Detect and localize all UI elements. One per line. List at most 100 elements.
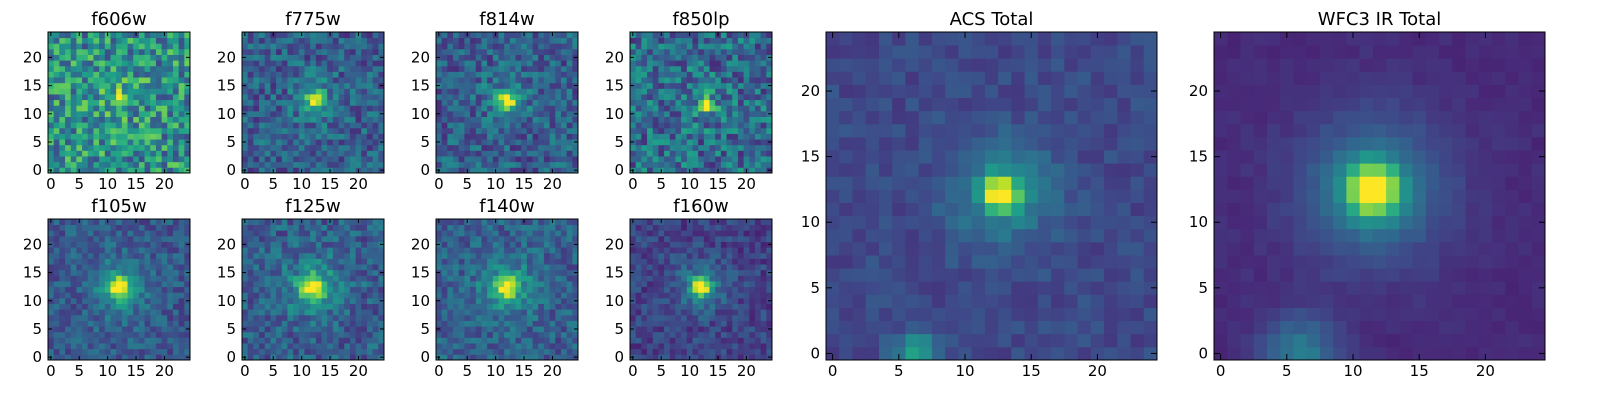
heatmap-cell — [492, 264, 499, 271]
heatmap-cell — [498, 65, 505, 72]
heatmap-cell — [144, 105, 151, 112]
heatmap-cell — [293, 314, 300, 321]
heatmap-cell — [487, 224, 494, 231]
heatmap-cell — [310, 219, 317, 226]
heatmap-cell — [749, 281, 756, 288]
heatmap-cell — [161, 82, 168, 89]
y-tick-label: 5 — [420, 320, 430, 338]
heatmap-cell — [543, 297, 550, 304]
heatmap-cell — [464, 77, 471, 84]
heatmap-cell — [161, 71, 168, 78]
heatmap-cell — [572, 156, 579, 163]
heatmap-cell — [441, 139, 448, 146]
heatmap-cell — [59, 326, 66, 333]
heatmap-cell — [652, 331, 659, 338]
heatmap-cell — [155, 281, 162, 288]
heatmap-cell — [315, 122, 322, 129]
heatmap-cell — [293, 326, 300, 333]
heatmap-cell — [566, 144, 573, 151]
heatmap-cell — [630, 292, 637, 299]
heatmap-cell — [635, 286, 642, 293]
heatmap-cell — [355, 241, 362, 248]
heatmap-cell — [441, 331, 448, 338]
heatmap-cell — [349, 314, 356, 321]
heatmap-cell — [715, 292, 722, 299]
heatmap-cell — [247, 275, 254, 282]
heatmap-cell — [436, 281, 443, 288]
heatmap-cell — [53, 43, 60, 50]
heatmap-cell — [698, 281, 705, 288]
heatmap-cell — [470, 150, 477, 157]
heatmap-cell — [155, 297, 162, 304]
heatmap-cell — [470, 105, 477, 112]
heatmap-cell — [635, 94, 642, 101]
heatmap-cell — [543, 230, 550, 237]
heatmap-cell — [276, 144, 283, 151]
heatmap-cell — [87, 122, 94, 129]
heatmap-cell — [652, 139, 659, 146]
heatmap-cell — [669, 156, 676, 163]
heatmap-cell — [172, 326, 180, 333]
heatmap-cell — [647, 105, 654, 112]
heatmap-cell — [652, 337, 659, 344]
heatmap-cell — [76, 235, 83, 242]
heatmap-cell — [253, 264, 260, 271]
heatmap-cell — [253, 275, 260, 282]
heatmap-cell — [264, 167, 271, 174]
heatmap-cell — [664, 303, 671, 310]
heatmap-cell — [133, 241, 140, 248]
heatmap-cell — [155, 94, 162, 101]
heatmap-cell — [259, 82, 266, 89]
heatmap-cell — [48, 88, 55, 95]
heatmap-cell — [481, 156, 488, 163]
heatmap-cell — [492, 161, 499, 168]
heatmap-cell — [138, 331, 145, 338]
heatmap-cell — [532, 110, 539, 117]
heatmap-cell — [652, 144, 659, 151]
heatmap-cell — [720, 354, 727, 361]
x-tick-label: 20 — [737, 175, 756, 193]
heatmap-cell — [560, 60, 568, 67]
heatmap-cell — [703, 77, 710, 84]
heatmap-cell — [686, 54, 693, 61]
heatmap-cell — [555, 48, 562, 55]
heatmap-cell — [287, 297, 294, 304]
heatmap-cell — [492, 331, 499, 338]
heatmap-cell — [53, 99, 60, 106]
heatmap-cell — [475, 105, 482, 112]
heatmap-cell — [732, 348, 739, 355]
heatmap-cell — [647, 320, 654, 327]
heatmap-cell — [133, 77, 140, 84]
heatmap-cell — [287, 258, 294, 265]
heatmap-cell — [703, 303, 710, 310]
heatmap-cell — [110, 110, 117, 117]
heatmap-cell — [441, 235, 448, 242]
heatmap-cell — [681, 167, 688, 174]
heatmap-cell — [652, 275, 659, 282]
heatmap-cell — [127, 139, 134, 146]
heatmap-cell — [59, 37, 66, 44]
heatmap-cell — [669, 139, 676, 146]
heatmap-cell — [87, 343, 94, 350]
heatmap-cell — [110, 48, 117, 55]
heatmap-cell — [436, 156, 443, 163]
heatmap-cell — [475, 247, 482, 254]
heatmap-cell — [99, 150, 106, 157]
heatmap-cell — [247, 247, 254, 254]
heatmap-cell — [110, 241, 117, 248]
heatmap-cell — [515, 116, 522, 123]
heatmap-cell — [116, 99, 123, 106]
heatmap-cell — [532, 258, 539, 265]
heatmap-cell — [344, 314, 351, 321]
heatmap-cell — [698, 43, 705, 50]
heatmap-cell — [675, 343, 682, 350]
heatmap-cell — [155, 331, 162, 338]
heatmap-cell — [641, 354, 648, 361]
heatmap-cell — [344, 354, 351, 361]
heatmap-cell — [543, 94, 550, 101]
heatmap-cell — [549, 82, 556, 89]
heatmap-cell — [298, 48, 305, 55]
heatmap-cell — [242, 275, 249, 282]
heatmap-cell — [116, 32, 123, 39]
